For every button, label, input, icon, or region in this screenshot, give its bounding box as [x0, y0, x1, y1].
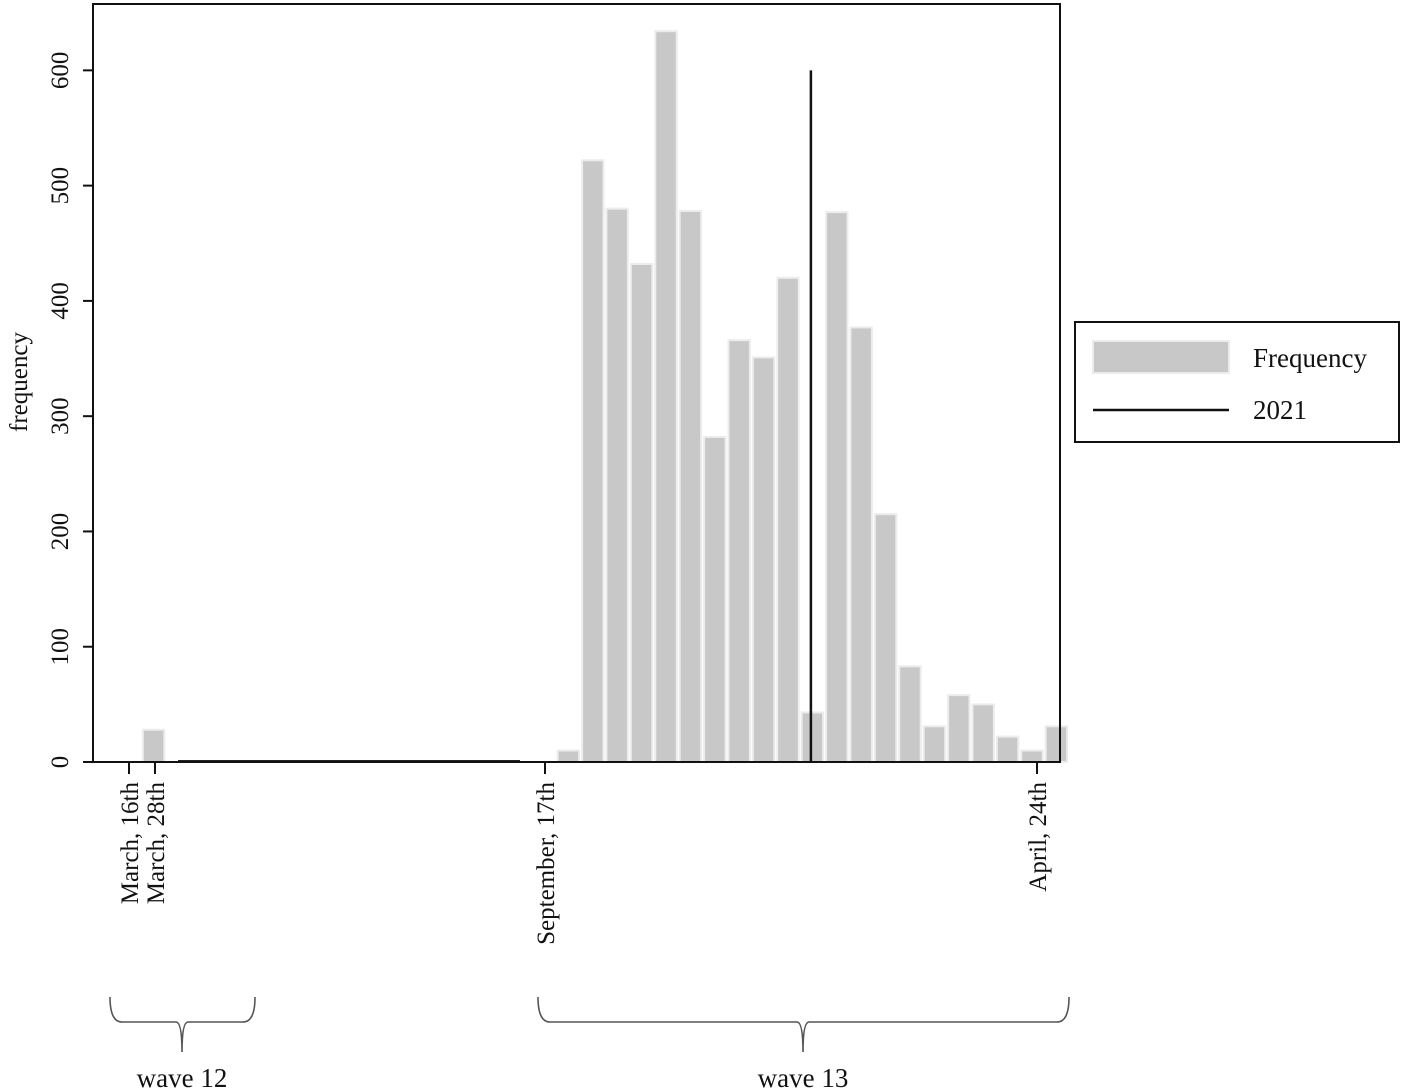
bar: [1044, 725, 1069, 764]
bar: [800, 711, 825, 764]
legend-label-frequency: Frequency: [1253, 343, 1367, 373]
bar: [873, 513, 898, 763]
x-tick-label: March, 28th: [143, 782, 170, 905]
x-axis: March, 16th March, 28th September, 17th Apr…: [117, 762, 1052, 945]
bar: [727, 339, 751, 763]
bar: [947, 694, 971, 763]
wave-label: wave 12: [137, 1063, 228, 1091]
bar: [629, 263, 654, 763]
bar: [898, 665, 922, 764]
bar: [703, 435, 727, 763]
bar: [825, 211, 849, 763]
legend: Frequency 2021: [1074, 321, 1400, 443]
bar: [922, 725, 947, 764]
wave-bracket: [109, 996, 256, 1053]
y-tick-label: 500: [47, 167, 74, 205]
y-tick-label: 200: [47, 513, 74, 551]
bar: [654, 30, 678, 763]
wave-label: wave 13: [758, 1063, 849, 1091]
bars-group: [141, 30, 1069, 764]
bar: [556, 749, 581, 763]
bar: [678, 209, 703, 764]
wave-brackets: wave 12 wave 13: [109, 996, 1070, 1091]
y-tick-label: 100: [47, 628, 74, 666]
y-tick-label: 600: [47, 52, 74, 90]
legend-swatch-frequency: [1092, 340, 1230, 374]
bar: [849, 326, 873, 763]
bar: [1020, 749, 1044, 763]
y-tick-label: 400: [47, 282, 74, 320]
x-tick-label: March, 16th: [117, 782, 144, 905]
y-axis-label: frequency: [6, 332, 33, 432]
legend-label-2021: 2021: [1253, 395, 1307, 425]
plot-frame: [92, 3, 1061, 763]
x-tick-label: September, 17th: [533, 782, 560, 945]
wave-bracket: [537, 996, 1070, 1053]
bar: [605, 207, 629, 763]
bar: [971, 703, 995, 763]
bar: [581, 159, 605, 763]
bar: [995, 735, 1020, 763]
bar: [141, 728, 166, 764]
y-tick-label: 300: [47, 397, 74, 435]
y-axis: 0 100 200 300 400 500 600: [47, 52, 93, 769]
x-tick-label: April, 24th: [1025, 782, 1052, 892]
bar: [751, 356, 776, 763]
bar: [776, 276, 800, 763]
y-tick-label: 0: [47, 756, 74, 769]
